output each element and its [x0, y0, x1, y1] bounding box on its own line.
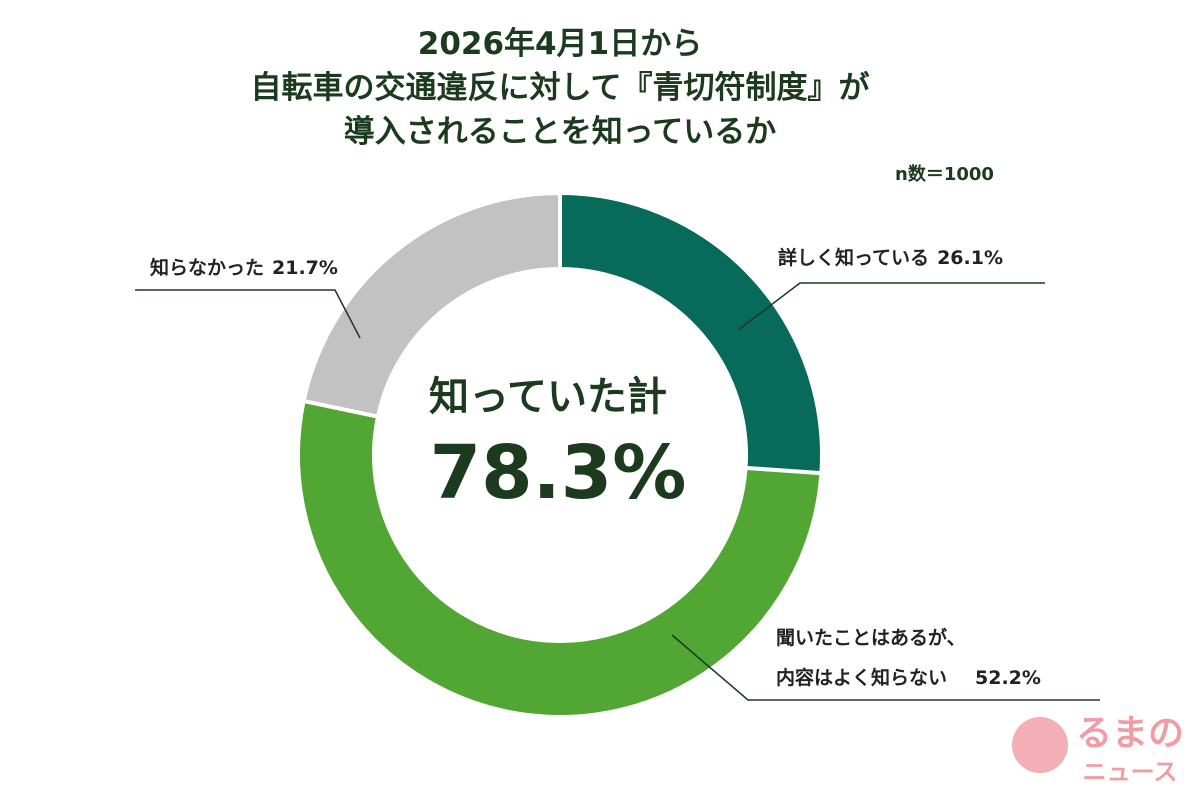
leader-line [737, 282, 1045, 331]
title-line: 導入されることを知っているか [343, 114, 777, 150]
title-line: 2026年4月1日から [417, 26, 703, 62]
category-label: 知らなかった [150, 257, 265, 279]
donut-segment [296, 398, 824, 719]
title-line: 自転車の交通違反に対して『青切符制度』が [250, 70, 870, 106]
category-label: 聞いたことはあるが、 内容はよく知らない [776, 627, 966, 689]
logo-text: るまの [1076, 713, 1184, 754]
center-label: 知っていた計 [429, 374, 667, 420]
logo-text: ニュース [1083, 758, 1178, 786]
leader-line [671, 634, 1100, 701]
segment-label: 聞いたことはあるが、 内容はよく知らない 52.2% [776, 618, 1041, 698]
logo: るまの ニュース [1012, 713, 1184, 786]
center-total: 78.3% [430, 430, 687, 516]
donut-segment [558, 190, 824, 476]
segment-label: 知らなかった 21.7% [150, 248, 338, 288]
value-label: 26.1% [937, 247, 1003, 269]
sample-note: n数＝1000 [895, 164, 994, 185]
value-label: 21.7% [272, 257, 338, 279]
segment-label: 詳しく知っている 26.1% [778, 238, 1003, 278]
leader-line [135, 289, 361, 339]
logo-icon [1012, 717, 1068, 773]
category-label: 詳しく知っている [778, 247, 930, 269]
value-label: 52.2% [975, 667, 1041, 689]
